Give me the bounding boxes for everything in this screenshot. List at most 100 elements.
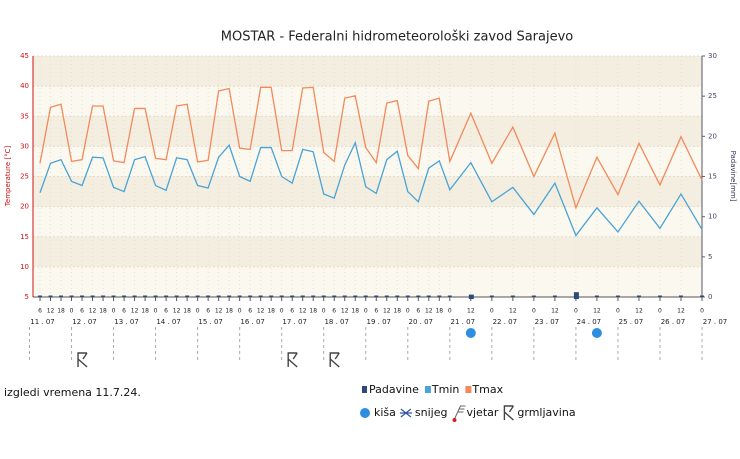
precip-bar: [405, 295, 410, 297]
date-label: 22 . 07: [493, 318, 518, 326]
precip-bar: [206, 295, 211, 297]
storm-icon: [329, 352, 340, 368]
y2-tick-label: 30: [708, 52, 717, 60]
date-label: 25 . 07: [619, 318, 644, 326]
y-tick-label: 10: [20, 263, 29, 271]
grid-band: [33, 236, 702, 267]
symbol-grmljavina: [287, 352, 298, 368]
precip-bar: [615, 295, 620, 297]
date-label: 16 . 07: [240, 318, 265, 326]
x-tick-label: 18: [351, 308, 359, 315]
x-tick-label: 12: [383, 308, 391, 315]
x-tick-label: 12: [551, 308, 559, 315]
legend-label: Padavine: [369, 383, 419, 396]
symbol-snijeg: [399, 408, 412, 418]
x-tick-label: 18: [435, 308, 443, 315]
precip-bar: [468, 294, 474, 299]
precip-bar: [437, 295, 442, 297]
precip-bar: [290, 295, 295, 297]
x-tick-label: 12: [635, 308, 643, 315]
y2-tick-label: 20: [708, 132, 717, 140]
x-tick-label: 6: [416, 308, 420, 315]
x-tick-label: 18: [141, 308, 149, 315]
x-tick-label: 12: [47, 308, 55, 315]
precip-bar: [700, 295, 704, 297]
y2-tick-label: 15: [708, 173, 717, 181]
y-tick-label: 35: [20, 112, 29, 120]
x-tick-label: 18: [309, 308, 317, 315]
x-tick-label: 0: [574, 308, 578, 315]
x-tick-label: 12: [89, 308, 97, 315]
wind-dot: [452, 418, 457, 422]
x-tick-label: 6: [248, 308, 252, 315]
precip-bar: [69, 295, 74, 297]
precip-bar: [311, 295, 316, 297]
precip-bar: [101, 295, 106, 297]
legend-label: kiša: [374, 406, 396, 419]
precip-bar: [531, 295, 536, 297]
x-tick-label: 0: [112, 308, 116, 315]
precip-bar: [258, 295, 263, 297]
legend-swatch: [424, 386, 431, 393]
precip-bar: [38, 295, 43, 297]
y-tick-label: 45: [20, 52, 29, 60]
series-line: [39, 140, 703, 237]
precip-bar: [80, 295, 85, 297]
y-tick-label: 40: [20, 82, 29, 90]
date-label: 12 . 07: [72, 318, 97, 326]
legend-label: snijeg: [415, 406, 448, 419]
x-tick-label: 12: [173, 308, 181, 315]
precip-bar: [132, 295, 137, 297]
date-label: 19 . 07: [366, 318, 391, 326]
y-tick-label: 30: [20, 142, 29, 150]
precip-bar: [416, 295, 421, 297]
x-tick-label: 0: [280, 308, 284, 315]
x-tick-label: 12: [467, 308, 475, 315]
symbol-grmljavina: [77, 352, 88, 368]
y2-tick-label: 0: [708, 293, 712, 301]
precip-bar: [195, 295, 200, 297]
x-tick-label: 12: [299, 308, 307, 315]
snow-icon: [399, 408, 412, 418]
x-tick-label: 12: [593, 308, 601, 315]
x-tick-label: 6: [38, 308, 42, 315]
precip-bar: [122, 295, 127, 297]
precip-bar: [321, 295, 326, 297]
wind-icon: [454, 405, 466, 420]
precip-bar: [90, 295, 95, 297]
legend-swatch: [362, 386, 367, 393]
x-tick-label: 0: [364, 308, 368, 315]
y-tick-label: 15: [20, 233, 29, 241]
x-tick-label: 12: [257, 308, 265, 315]
date-label: 20 . 07: [409, 318, 434, 326]
precip-bar: [279, 295, 284, 297]
x-tick-label: 18: [267, 308, 275, 315]
precip-bar: [111, 295, 116, 297]
x-tick-label: 6: [374, 308, 378, 315]
x-tick-label: 12: [215, 308, 223, 315]
date-label: 17 . 07: [282, 318, 307, 326]
date-label: 26 . 07: [661, 318, 686, 326]
y2-tick-label: 5: [708, 253, 712, 261]
precip-bar: [657, 295, 662, 297]
legend-swatch: [465, 386, 472, 393]
x-tick-label: 0: [238, 308, 242, 315]
symbol-grmljavina: [329, 352, 340, 368]
y2-tick-label: 10: [708, 213, 717, 221]
x-tick-label: 0: [70, 308, 74, 315]
precip-bar: [300, 295, 305, 297]
precip-bar: [353, 295, 358, 297]
y-tick-label: 25: [20, 173, 29, 181]
precip-bar: [573, 292, 579, 299]
precip-bar: [237, 295, 242, 297]
symbol-kiša: [465, 328, 476, 338]
storm-icon: [287, 352, 298, 368]
series-line: [39, 86, 703, 210]
x-tick-label: 6: [290, 308, 294, 315]
date-label: 15 . 07: [198, 318, 223, 326]
y-tick-label: 5: [25, 293, 29, 301]
x-tick-label: 6: [164, 308, 168, 315]
x-tick-label: 0: [532, 308, 536, 315]
precip-bar: [552, 295, 557, 297]
